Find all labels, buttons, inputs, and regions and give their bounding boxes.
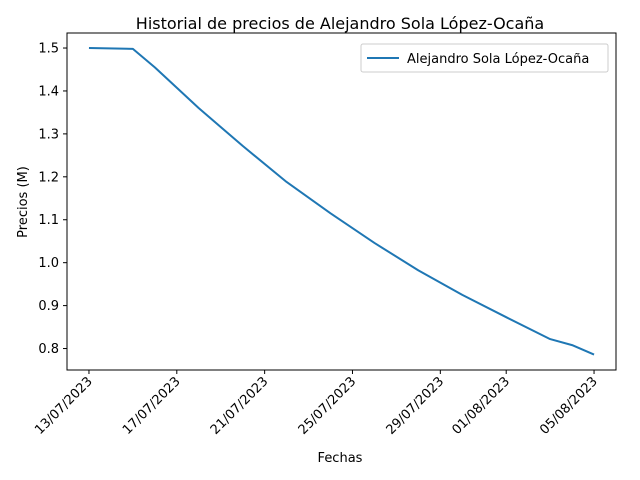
y-tick-label: 0.8 [38, 342, 59, 357]
plot-frame [66, 32, 617, 371]
x-tick-label: 29/07/2023 [384, 374, 448, 438]
y-tick-label: 0.9 [38, 299, 59, 314]
y-tick-label: 1.4 [38, 84, 59, 99]
x-tick-label: 01/08/2023 [449, 374, 513, 438]
y-tick-label: 1.1 [38, 213, 59, 228]
x-tick-label: 25/07/2023 [296, 374, 360, 438]
y-tick-label: 1.3 [38, 127, 59, 142]
x-tick-label: 21/07/2023 [208, 374, 272, 438]
series-line [88, 47, 595, 356]
y-tick-label: 1.5 [38, 42, 59, 57]
legend-label: Alejandro Sola López-Ocaña [407, 52, 589, 67]
x-tick-label: 17/07/2023 [120, 374, 184, 438]
x-axis-label: Fechas [318, 451, 363, 466]
x-tick-label: 05/08/2023 [537, 374, 601, 438]
legend: Alejandro Sola López-Ocaña [360, 43, 609, 73]
x-tick-label: 13/07/2023 [32, 374, 96, 438]
y-tick-label: 1.0 [38, 256, 59, 271]
legend-box [360, 43, 609, 73]
y-tick-label: 1.2 [38, 170, 59, 185]
chart-title: Historial de precios de Alejandro Sola L… [136, 14, 544, 33]
y-axis-label: Precios (M) [16, 166, 31, 238]
